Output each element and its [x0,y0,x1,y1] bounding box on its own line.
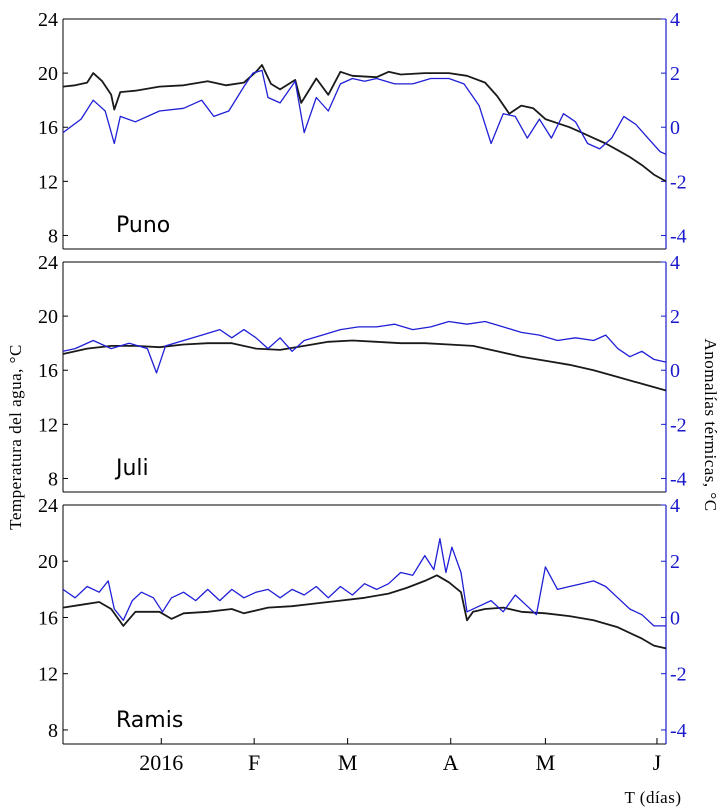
x-tick-label: M [338,750,358,775]
thermal-anomaly-line [62,538,666,627]
right-tick-label: 2 [670,306,680,328]
right-tick-label: 2 [670,551,680,573]
left-tick-label: 24 [38,252,58,274]
left-tick-label: 20 [38,306,58,328]
left-tick-label: 20 [38,63,58,85]
station-label: Ramis [116,708,183,733]
left-tick-label: 24 [38,495,58,517]
left-axis-title: Temperatura del agua, °C [6,344,25,530]
x-tick-label: A [443,750,459,775]
x-axis-title: T (días) [624,788,681,807]
left-tick-label: 12 [38,171,58,193]
right-tick-label: 0 [670,607,680,629]
station-label: Puno [116,213,170,238]
water-temperature-line [62,574,667,650]
left-tick-label: 12 [38,414,58,436]
x-tick-label: F [248,750,260,775]
right-tick-label: -2 [670,171,687,193]
right-tick-label: 0 [670,360,680,382]
left-tick-label: 16 [38,117,58,139]
right-tick-label: -4 [670,720,687,742]
thermal-anomaly-line [62,69,667,155]
right-tick-label: 0 [670,117,680,139]
right-tick-label: -2 [670,414,687,436]
right-tick-label: 4 [670,495,680,517]
left-tick-label: 24 [38,9,58,31]
left-tick-label: 16 [38,360,58,382]
right-axis-title: Anomalías térmicas, °C [701,338,720,511]
water-temperature-line [62,339,667,392]
left-tick-label: 12 [38,664,58,686]
chart-panels: 242016128420-2-4Puno242016128420-2-4Juli… [38,9,687,775]
right-tick-label: 2 [670,63,680,85]
right-tick-label: -4 [670,468,687,490]
left-tick-label: 8 [48,720,58,742]
right-tick-label: 4 [670,9,680,31]
left-tick-label: 8 [48,225,58,247]
right-tick-label: -2 [670,664,687,686]
x-tick-label: 2016 [139,750,183,775]
right-tick-label: 4 [670,252,680,274]
x-tick-label: J [653,750,662,775]
station-label: Juli [114,456,149,481]
left-tick-label: 20 [38,551,58,573]
right-tick-label: -4 [670,225,687,247]
thermal-anomaly-line [62,320,667,374]
left-tick-label: 8 [48,468,58,490]
left-tick-label: 16 [38,607,58,629]
x-tick-label: M [536,750,556,775]
water-temperature-line [62,64,667,183]
